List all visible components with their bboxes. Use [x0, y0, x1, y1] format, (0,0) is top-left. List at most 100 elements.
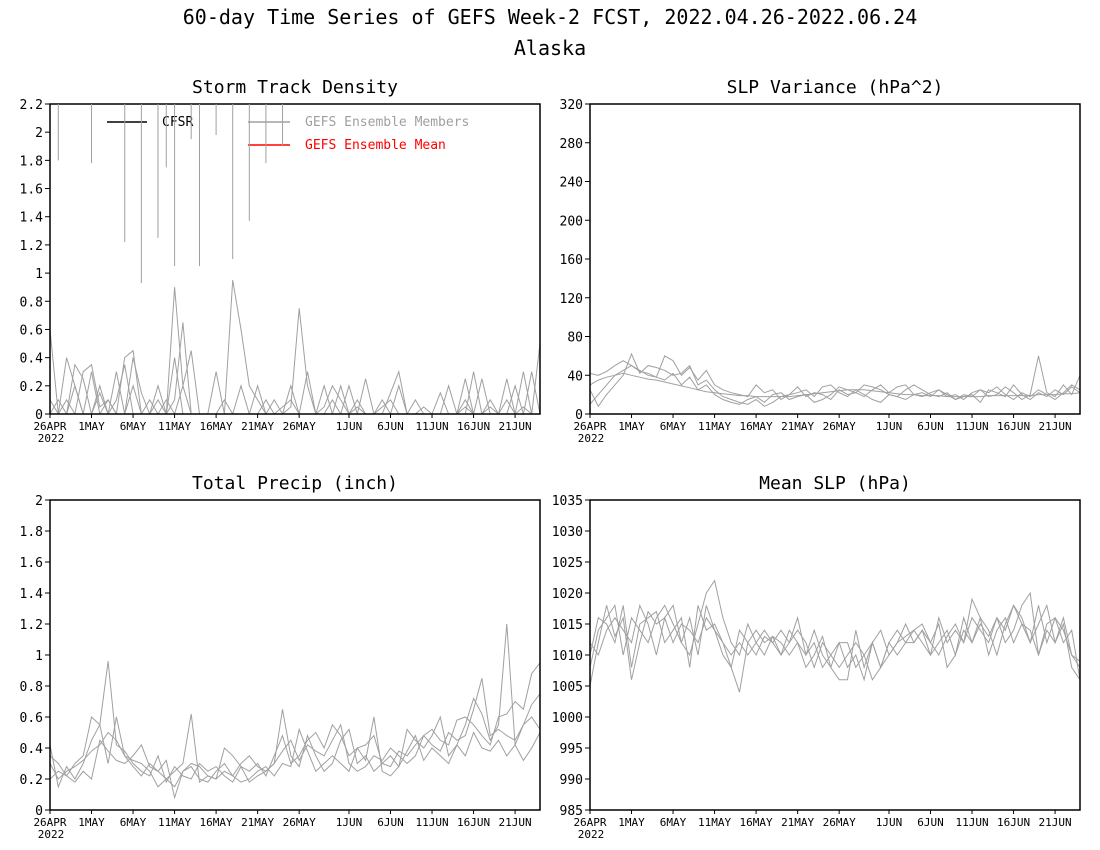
y-tick-label: 1010 — [552, 649, 583, 664]
chart-panel: Storm Track Density 0 0.2 0.4 0.6 0.8 1 1.2 1.4 1… — [20, 77, 541, 445]
y-tick-label: 1025 — [552, 556, 583, 571]
y-tick-label: 1 — [35, 267, 43, 282]
x-tick-label: 11MAY — [158, 420, 191, 433]
x-tick-label: 16MAY — [740, 816, 773, 829]
x-tick-label: 26APR — [33, 420, 66, 433]
x-tick-label: 16MAY — [740, 420, 773, 433]
y-tick-label: 1.2 — [20, 239, 43, 254]
x-tick-label: 26APR — [573, 420, 606, 433]
legend-label-members: GEFS Ensemble Members — [305, 115, 469, 130]
series-line — [590, 604, 1080, 669]
y-tick-label: 120 — [560, 292, 583, 307]
x-tick-label: 6JUN — [377, 420, 404, 433]
year-label: 2022 — [38, 432, 65, 445]
series-line — [50, 308, 540, 414]
legend-label-mean: GEFS Ensemble Mean — [305, 138, 446, 153]
x-tick-label: 11JUN — [415, 816, 448, 829]
year-label: 2022 — [578, 828, 605, 841]
y-tick-label: 0.4 — [20, 742, 44, 757]
x-tick-label: 21JUN — [1039, 420, 1072, 433]
x-tick-label: 21JUN — [499, 816, 532, 829]
x-tick-label: 1MAY — [78, 420, 105, 433]
series-line — [590, 355, 1080, 401]
y-tick-label: 1.6 — [20, 183, 43, 198]
year-label: 2022 — [578, 432, 605, 445]
y-tick-label: 0 — [575, 408, 583, 423]
series-line — [50, 678, 540, 788]
y-tick-label: 1015 — [552, 618, 583, 633]
plot-frame — [49, 103, 541, 415]
y-tick-label: 160 — [560, 253, 583, 268]
series-line — [590, 372, 1080, 398]
x-tick-label: 26APR — [33, 816, 66, 829]
y-tick-label: 0.6 — [20, 323, 43, 338]
chart-panel: Total Precip (inch) 0 0.2 0.4 0.6 0.8 1 1.2 1.4 1… — [20, 473, 541, 841]
panel-title: Mean SLP (hPa) — [759, 473, 911, 494]
x-tick-label: 21MAY — [781, 420, 814, 433]
series-group — [50, 280, 540, 414]
y-tick-label: 2.2 — [20, 98, 43, 113]
y-tick-label: 1.8 — [20, 525, 43, 540]
plot-frame — [589, 103, 1081, 415]
x-tick-label: 6MAY — [120, 420, 147, 433]
x-tick-label: 6MAY — [660, 816, 687, 829]
x-tick-label: 16JUN — [457, 420, 490, 433]
x-tick-label: 6JUN — [917, 420, 944, 433]
x-tick-label: 11JUN — [955, 816, 988, 829]
series-line — [590, 591, 1080, 682]
legend-label-cfsr: CFSR — [162, 115, 193, 130]
chart-title: 60-day Time Series of GEFS Week-2 FCST, … — [182, 5, 918, 29]
y-tick-label: 0.2 — [20, 380, 43, 395]
x-tick-label: 6MAY — [120, 816, 147, 829]
series-line — [50, 661, 540, 789]
x-tick-label: 16MAY — [200, 420, 233, 433]
y-tick-label: 0.8 — [20, 680, 43, 695]
x-tick-label: 1JUN — [876, 816, 903, 829]
y-tick-label: 0.8 — [20, 295, 43, 310]
y-tick-label: 1.2 — [20, 618, 43, 633]
y-tick-label: 1.8 — [20, 154, 43, 169]
x-tick-label: 16JUN — [997, 816, 1030, 829]
series-line — [590, 579, 1080, 687]
x-tick-label: 6JUN — [917, 816, 944, 829]
x-tick-label: 11MAY — [698, 816, 731, 829]
y-tick-label: 40 — [567, 369, 583, 384]
panel-title: SLP Variance (hPa^2) — [727, 77, 944, 98]
series-line — [50, 280, 540, 414]
y-tick-label: 200 — [560, 214, 583, 229]
chart-panel: SLP Variance (hPa^2) 0 40 80 120 160 200 240 280… — [560, 77, 1081, 445]
y-tick-label: 2 — [35, 126, 43, 141]
y-tick-label: 80 — [567, 331, 583, 346]
series-group — [50, 623, 540, 800]
legend: CFSR GEFS Ensemble Members GEFS Ensemble M… — [107, 115, 469, 153]
y-tick-label: 1000 — [552, 711, 583, 726]
y-tick-label: 2 — [35, 494, 43, 509]
series-line — [590, 603, 1080, 693]
y-tick-label: 0.4 — [20, 352, 44, 367]
x-tick-label: 16JUN — [997, 420, 1030, 433]
y-tick-label: 1035 — [552, 494, 583, 509]
y-tick-label: 990 — [560, 773, 583, 788]
x-tick-label: 26MAY — [283, 420, 316, 433]
y-tick-label: 240 — [560, 176, 583, 191]
x-tick-label: 1MAY — [618, 420, 645, 433]
y-tick-label: 1030 — [552, 525, 583, 540]
y-tick-label: 995 — [560, 742, 583, 757]
series-line — [50, 363, 540, 414]
x-tick-label: 1JUN — [336, 420, 363, 433]
series-line — [50, 716, 540, 800]
y-tick-label: 985 — [560, 804, 583, 819]
panel-title: Total Precip (inch) — [192, 473, 398, 494]
y-tick-label: 0 — [35, 408, 43, 423]
x-tick-label: 1JUN — [336, 816, 363, 829]
y-tick-label: 1.4 — [20, 211, 44, 226]
x-tick-label: 11JUN — [415, 420, 448, 433]
series-line — [50, 357, 540, 414]
x-tick-label: 11JUN — [955, 420, 988, 433]
x-tick-label: 21JUN — [499, 420, 532, 433]
x-tick-label: 26APR — [573, 816, 606, 829]
x-tick-label: 26MAY — [823, 420, 856, 433]
x-tick-label: 26MAY — [823, 816, 856, 829]
chart-panel: Mean SLP (hPa) 985 990 995 1000 1005 1010 1015 1… — [552, 473, 1081, 841]
